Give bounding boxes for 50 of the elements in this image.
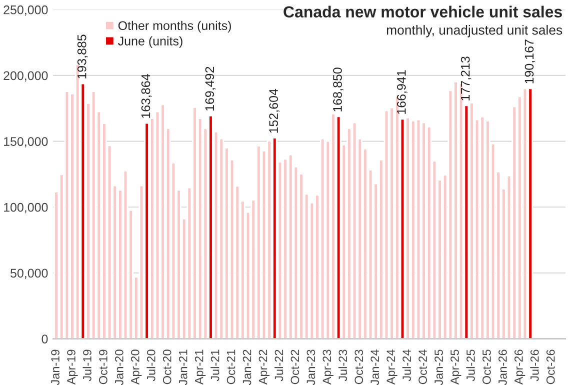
x-tick-label: Jul-21 <box>210 350 220 382</box>
x-tick-label: Jul-24 <box>402 350 411 382</box>
y-tick-label: 50,000 <box>10 268 48 280</box>
x-tick-label: Jan-26 <box>498 350 507 385</box>
x-tick-label: Oct-20 <box>162 350 172 384</box>
x-tick-label: Oct-25 <box>482 350 491 384</box>
x-tick-label: Oct-24 <box>418 350 427 384</box>
y-tick-label: 150,000 <box>4 137 48 148</box>
x-tick-label: Oct-21 <box>226 350 236 384</box>
x-tick-label: Jul-22 <box>274 350 284 382</box>
chart-title: Canada new motor vehicle unit sales <box>284 6 562 18</box>
x-tick-label: Apr-26 <box>514 350 526 385</box>
x-tick-label: Jan-21 <box>178 350 188 385</box>
x-tick-label: Jan-20 <box>115 350 124 385</box>
data-label: 177,213 <box>460 56 472 100</box>
data-label: 190,167 <box>524 40 536 84</box>
x-tick-label: Apr-24 <box>386 350 398 385</box>
x-tick-label: Jan-23 <box>306 350 316 385</box>
x-tick-label: Jul-26 <box>530 350 539 382</box>
x-tick-label: Jul-25 <box>466 350 475 382</box>
x-tick-label: Oct-19 <box>99 350 108 384</box>
y-tick-label: 250,000 <box>4 5 48 16</box>
x-tick-label: Oct-22 <box>290 350 300 384</box>
y-tick-label: 0 <box>42 334 48 344</box>
data-label: 152,604 <box>269 88 280 133</box>
y-tick-label: 200,000 <box>4 71 48 82</box>
x-tick-label: Jul-23 <box>338 350 348 382</box>
x-tick-label: Oct-26 <box>546 350 555 384</box>
x-tick-label: Apr-23 <box>322 350 334 385</box>
x-tick-label: Apr-21 <box>194 350 206 385</box>
data-label: 169,492 <box>205 66 216 111</box>
x-tick-label: Apr-22 <box>258 350 270 385</box>
data-label: 163,864 <box>141 74 152 118</box>
x-tick-label: Apr-25 <box>450 350 462 385</box>
x-tick-label: Jan-24 <box>370 350 380 385</box>
x-tick-label: Jan-25 <box>434 350 443 385</box>
x-tick-label: Apr-20 <box>130 350 142 385</box>
x-tick-label: Oct-23 <box>354 350 364 384</box>
legend-label: June (units) <box>118 36 182 48</box>
legend-label: Other months (units) <box>118 20 231 33</box>
data-label: 166,941 <box>396 70 408 114</box>
x-tick-label: Jul-19 <box>82 350 92 382</box>
text: monthly, unadjusted unit sales <box>386 25 562 38</box>
data-label: 193,885 <box>77 34 88 78</box>
x-tick-label: Jul-20 <box>146 350 156 382</box>
x-tick-label: Jan-22 <box>242 350 252 385</box>
data-label: 168,850 <box>333 68 344 112</box>
x-tick-label: Apr-19 <box>67 350 78 385</box>
x-tick-label: Jan-19 <box>51 350 60 385</box>
y-tick-label: 100,000 <box>4 202 48 214</box>
